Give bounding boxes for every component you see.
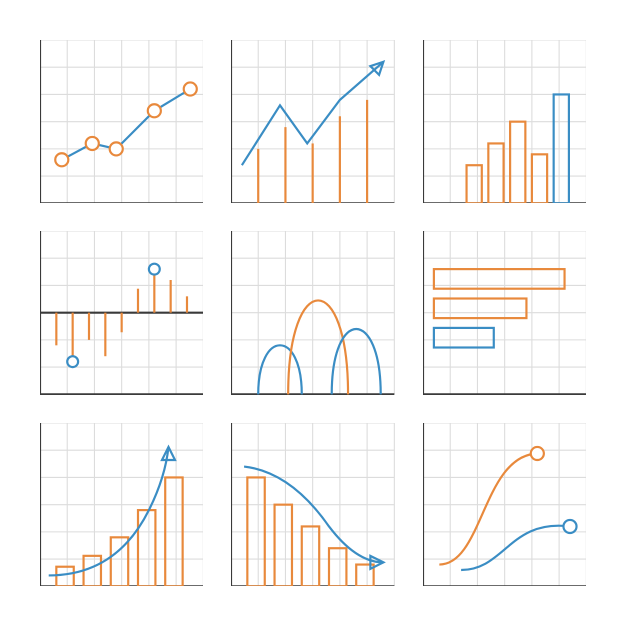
chart-diverging [40,231,203,394]
chart-line-markers [40,40,203,203]
chart-growth [40,423,203,586]
chart-bell-curves [231,231,394,394]
chart-svg [423,423,586,586]
chart-svg [423,231,586,394]
chart-svg [423,40,586,203]
chart-svg [231,231,394,394]
chart-svg [231,40,394,203]
chart-svg [40,423,203,586]
chart-s-curves [423,423,586,586]
chart-bar-arrow-up [231,40,394,203]
chart-bar-group [423,40,586,203]
chart-decline [231,423,394,586]
chart-svg [40,40,203,203]
chart-svg [231,423,394,586]
chart-hbar [423,231,586,394]
chart-svg [40,231,203,394]
